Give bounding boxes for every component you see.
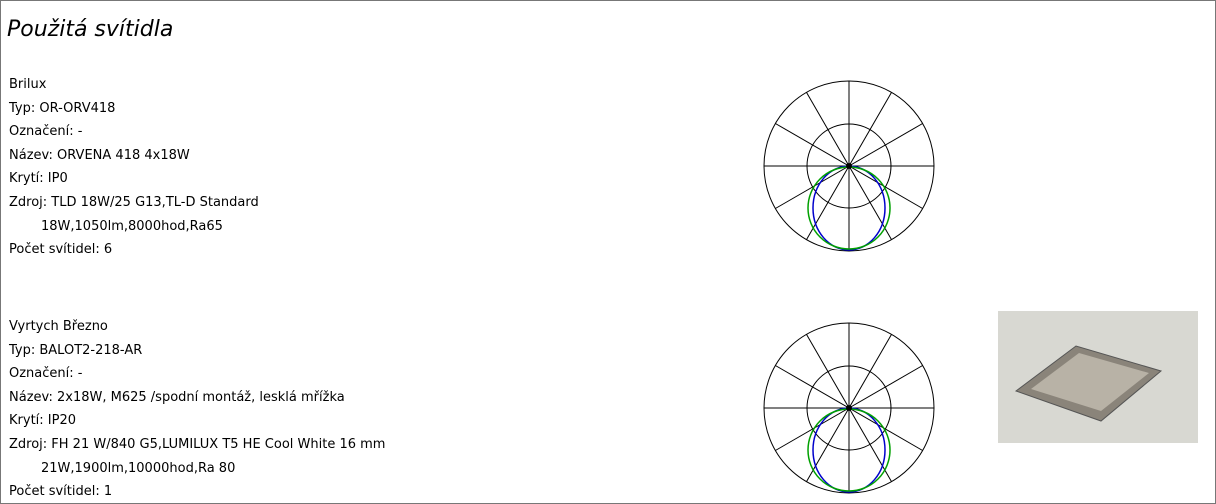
type: Typ: BALOT2-218-AR bbox=[9, 343, 142, 358]
manufacturer: Vyrtych Březno bbox=[9, 319, 108, 334]
page: Použitá svítidla bbox=[0, 0, 1216, 504]
manufacturer: Brilux bbox=[9, 77, 46, 92]
marking: Označení: - bbox=[9, 366, 82, 381]
source-detail: 21W,1900lm,10000hod,Ra 80 bbox=[41, 461, 235, 476]
polar-diagram bbox=[764, 81, 934, 251]
polar-diagram bbox=[764, 323, 934, 493]
protection: Krytí: IP20 bbox=[9, 413, 76, 428]
name: Název: ORVENA 418 4x18W bbox=[9, 148, 190, 163]
marking: Označení: - bbox=[9, 124, 82, 139]
luminaire-photo bbox=[998, 311, 1198, 443]
source: Zdroj: TLD 18W/25 G13,TL-D Standard bbox=[9, 195, 259, 210]
source: Zdroj: FH 21 W/840 G5,LUMILUX T5 HE Cool… bbox=[9, 437, 385, 452]
type: Typ: OR-ORV418 bbox=[9, 101, 115, 116]
count: Počet svítidel: 1 bbox=[9, 484, 112, 499]
name: Název: 2x18W, M625 /spodní montáž, leskl… bbox=[9, 390, 345, 405]
protection: Krytí: IP0 bbox=[9, 171, 68, 186]
diagrams bbox=[1, 1, 1215, 503]
source-detail: 18W,1050lm,8000hod,Ra65 bbox=[41, 219, 223, 234]
count: Počet svítidel: 6 bbox=[9, 242, 112, 257]
